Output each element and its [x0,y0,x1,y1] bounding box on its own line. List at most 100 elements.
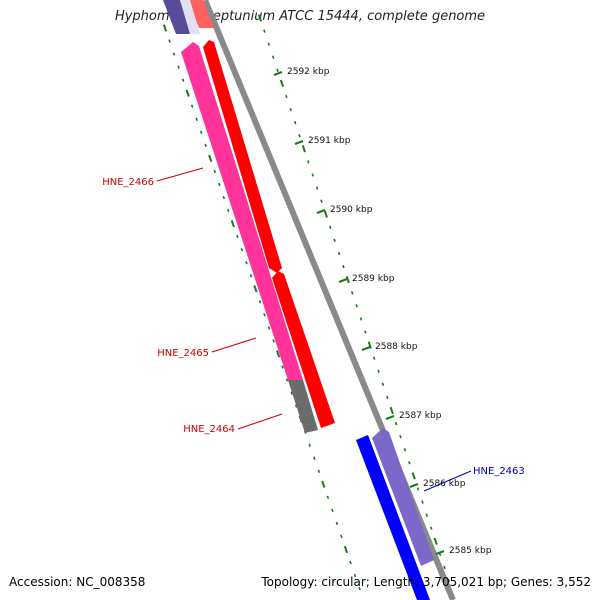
cds-forward-2 [272,271,335,428]
kbp-major-tick [338,277,348,284]
outer-tick-mark [271,55,275,59]
kbp-label-group: 2592 kbp 2591 kbp 2590 kbp 2589 kbp 2588 kbp… [273,67,492,556]
inner-tick-mark [208,154,213,163]
outer-tick-mark [389,406,394,415]
inner-tick-mark [353,573,357,578]
outer-tick-mark [399,434,402,439]
outer-tick-mark [263,29,266,33]
outer-tick-mark [433,537,438,545]
outer-tick-row [257,14,451,583]
inner-tick-mark [181,78,185,82]
outer-tick-mark [430,526,433,530]
kbp-major-tick [273,70,283,77]
inner-tick-mark [335,521,339,526]
inner-tick-mark [281,365,284,369]
inner-tick-mark [204,143,207,148]
outer-tick-mark [403,448,407,452]
inner-tick-mark [162,24,168,32]
inner-tick-mark [190,104,194,108]
outer-tick-mark [367,341,372,349]
outer-tick-mark [293,120,297,125]
outer-tick-mark [408,461,411,465]
inner-tick-mark [349,560,352,565]
inner-tick-mark [275,350,281,358]
inner-tick-mark [321,480,326,488]
outer-tick-mark [289,107,292,112]
inner-tick-mark [230,219,235,228]
outer-tick-mark [315,186,319,190]
kbp-major-tick [385,414,395,421]
outer-tick-mark [320,199,323,203]
inner-tick-mark [308,443,311,447]
outer-tick-mark [337,251,341,256]
inner-tick-mark [313,456,316,460]
kbp-major-tick [409,482,419,489]
inner-tick-mark [358,586,361,591]
outer-tick-mark [323,210,328,218]
kbp-label: 2590 kbp [330,205,373,215]
outer-tick-mark [416,487,420,491]
outer-tick-mark [285,94,288,99]
kbp-major-tick [361,345,371,352]
kbp-label: 2587 kbp [399,411,442,421]
leader-hne-2463 [423,470,472,492]
outer-tick-mark [267,42,271,46]
outer-tick-mark [377,369,380,373]
inner-tick-mark [195,117,198,121]
inner-tick-mark [185,89,190,97]
inner-tick-mark [227,208,230,213]
kbp-label: 2586 kbp [423,479,466,489]
leader-hne-2466 [156,167,204,182]
gene-label-hne-2465[interactable]: HNE_2465 [157,348,209,359]
outer-tick-mark [333,238,336,243]
inner-tick-mark [199,130,203,134]
outer-tick-mark [372,356,376,360]
inner-tick-mark [331,508,334,513]
inner-tick-mark [258,300,262,304]
partial-feature-top-dark [163,0,193,34]
kbp-label: 2588 kbp [375,342,418,352]
cds-hne-2464 [288,380,318,433]
kbp-major-tick [435,549,445,556]
inner-tick-mark [290,391,293,395]
outer-tick-mark [359,317,363,321]
inner-tick-mark [267,326,271,330]
outer-tick-mark [381,382,385,386]
outer-tick-mark [276,68,279,73]
partial-feature-top-red [188,0,214,28]
kbp-label: 2592 kbp [287,67,330,77]
inner-tick-mark [177,65,180,69]
gene-label-hne-2466[interactable]: HNE_2466 [102,177,154,188]
outer-tick-mark [257,14,263,22]
outer-tick-mark [279,79,285,88]
kbp-label: 2591 kbp [308,136,351,146]
outer-tick-mark [311,173,314,177]
outer-tick-mark [329,225,332,229]
inner-tick-mark [253,285,258,293]
inner-tick-mark [294,404,298,408]
kbp-major-tick [294,139,304,146]
cds-hne-2463 [372,428,434,566]
inner-tick-mark [272,339,275,343]
inner-tick-mark [317,469,321,473]
leader-hne-2465 [211,337,257,353]
inner-tick-mark [222,195,226,200]
leader-hne-2464 [237,413,283,430]
outer-tick-mark [447,578,451,583]
outer-tick-mark [301,145,306,153]
kbp-major-tick [316,208,326,215]
inner-tick-mark [218,182,221,187]
outer-tick-mark [364,330,367,334]
outer-tick-mark [342,264,345,269]
outer-tick-mark [350,291,354,295]
outer-tick-mark [386,395,389,400]
cds-forward-1 [203,40,282,273]
outer-tick-mark [355,304,358,308]
accession-text: Accession: NC_008358 [9,575,146,589]
gene-label-hne-2464[interactable]: HNE_2464 [183,424,235,435]
inner-tick-mark [285,378,289,382]
gene-label-hne-2463[interactable]: HNE_2463 [473,466,525,477]
outer-tick-mark [298,134,301,138]
